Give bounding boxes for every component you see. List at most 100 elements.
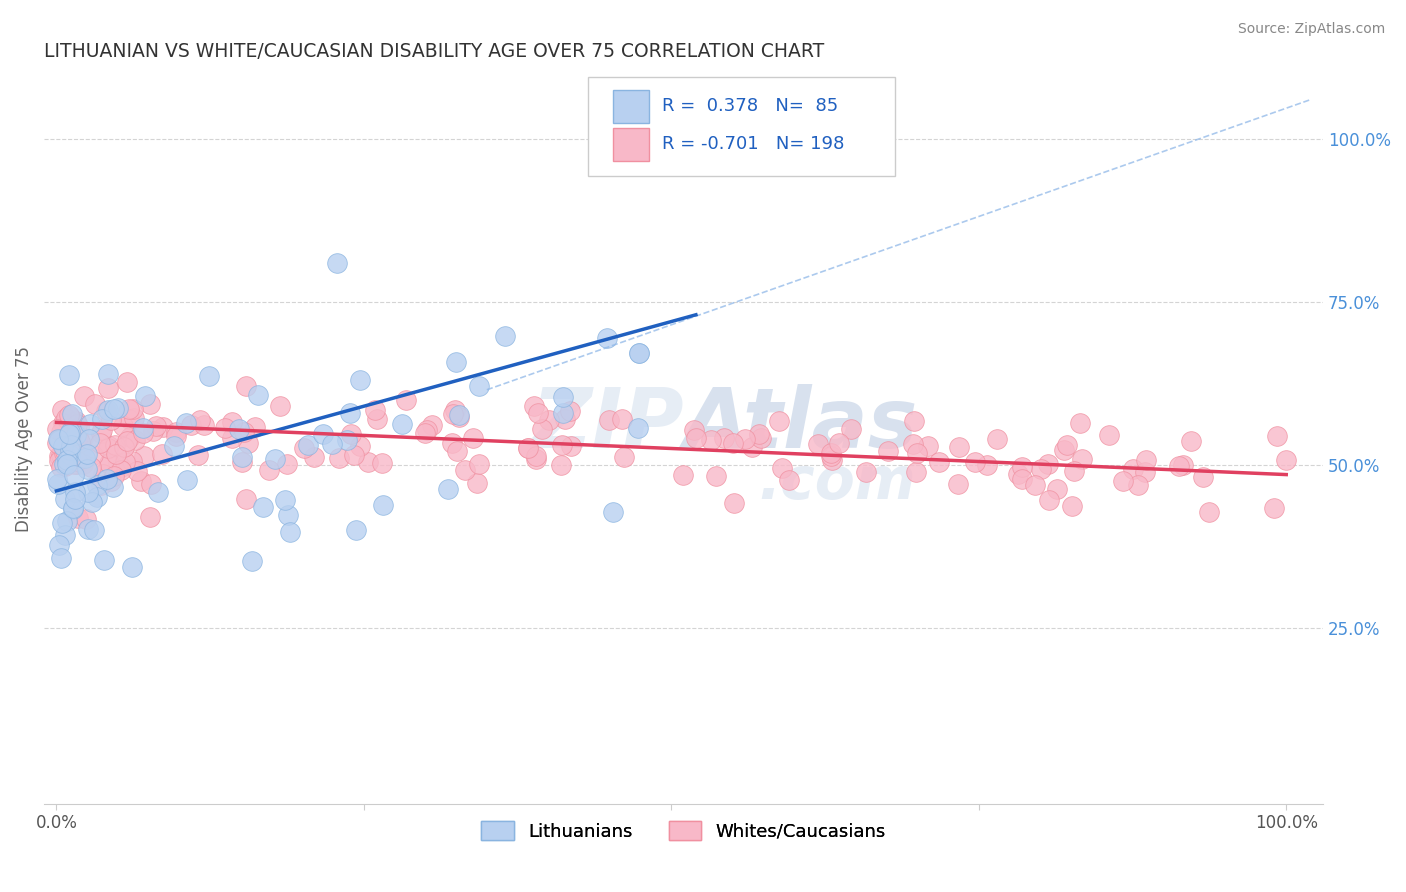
- Point: [558, 404, 581, 418]
- Point: [807, 437, 830, 451]
- Point: [121, 402, 143, 417]
- Point: [152, 420, 174, 434]
- Point: [70, 442, 93, 456]
- Point: [1133, 465, 1156, 479]
- Point: [48, 538, 70, 552]
- Point: [560, 439, 582, 453]
- Point: [602, 505, 624, 519]
- Point: [1263, 501, 1285, 516]
- Y-axis label: Disability Age Over 75: Disability Age Over 75: [15, 346, 32, 532]
- Point: [395, 393, 418, 408]
- Point: [112, 441, 135, 455]
- Point: [233, 425, 256, 439]
- Point: [357, 455, 380, 469]
- Point: [94, 404, 117, 418]
- Point: [58, 427, 80, 442]
- Point: [1122, 461, 1144, 475]
- Point: [903, 437, 925, 451]
- Point: [62, 500, 84, 515]
- Point: [235, 491, 257, 506]
- Point: [741, 440, 763, 454]
- Point: [53, 444, 76, 458]
- Point: [252, 500, 274, 514]
- Point: [917, 439, 939, 453]
- Point: [1192, 470, 1215, 484]
- Point: [596, 331, 619, 345]
- Point: [58, 368, 80, 383]
- Point: [613, 450, 636, 464]
- Point: [1097, 427, 1119, 442]
- FancyBboxPatch shape: [613, 128, 650, 161]
- Point: [122, 411, 145, 425]
- Point: [948, 441, 970, 455]
- Point: [522, 399, 544, 413]
- Point: [59, 448, 82, 462]
- Point: [118, 402, 141, 417]
- Point: [682, 423, 704, 437]
- Point: [235, 378, 257, 392]
- Point: [103, 401, 125, 416]
- Point: [76, 447, 98, 461]
- Point: [344, 523, 367, 537]
- Point: [139, 397, 162, 411]
- Point: [467, 378, 489, 392]
- Point: [115, 434, 138, 449]
- Point: [166, 429, 188, 443]
- Point: [441, 435, 464, 450]
- Point: [100, 413, 122, 427]
- Point: [51, 425, 73, 440]
- Point: [247, 388, 270, 402]
- Point: [121, 454, 143, 468]
- Point: [391, 417, 413, 432]
- Point: [56, 457, 79, 471]
- Point: [1056, 438, 1078, 452]
- Point: [1062, 499, 1084, 513]
- Point: [371, 498, 394, 512]
- Point: [96, 473, 118, 487]
- Point: [723, 495, 745, 509]
- Point: [269, 399, 291, 413]
- Point: [58, 408, 80, 422]
- Point: [132, 421, 155, 435]
- Point: [446, 443, 468, 458]
- Point: [134, 389, 156, 403]
- Point: [107, 456, 129, 470]
- Text: LITHUANIAN VS WHITE/CAUCASIAN DISABILITY AGE OVER 75 CORRELATION CHART: LITHUANIAN VS WHITE/CAUCASIAN DISABILITY…: [44, 42, 824, 61]
- Point: [62, 408, 84, 422]
- Point: [46, 435, 69, 450]
- Point: [343, 448, 366, 462]
- Point: [416, 423, 439, 437]
- Point: [118, 412, 141, 426]
- Point: [62, 426, 84, 441]
- Text: Atlas: Atlas: [683, 384, 918, 465]
- Point: [165, 425, 187, 439]
- Point: [449, 409, 471, 424]
- Point: [446, 355, 468, 369]
- Point: [66, 430, 89, 444]
- Text: R =  0.378   N=  85: R = 0.378 N= 85: [662, 97, 838, 115]
- Point: [437, 482, 460, 496]
- Point: [52, 416, 75, 430]
- Point: [110, 463, 132, 477]
- Point: [245, 420, 267, 434]
- Point: [72, 457, 94, 471]
- Point: [90, 412, 112, 426]
- Point: [66, 511, 89, 525]
- Point: [110, 459, 132, 474]
- Point: [627, 346, 650, 360]
- Point: [76, 522, 98, 536]
- Text: .com: .com: [758, 454, 915, 511]
- Point: [58, 425, 80, 439]
- Point: [51, 516, 73, 531]
- Point: [1126, 478, 1149, 492]
- Point: [907, 446, 929, 460]
- Point: [516, 442, 538, 456]
- Point: [610, 412, 633, 426]
- Point: [1011, 459, 1033, 474]
- Point: [89, 435, 111, 450]
- Point: [820, 445, 842, 459]
- Point: [297, 438, 319, 452]
- Point: [420, 417, 443, 432]
- Point: [187, 448, 209, 462]
- Point: [749, 431, 772, 445]
